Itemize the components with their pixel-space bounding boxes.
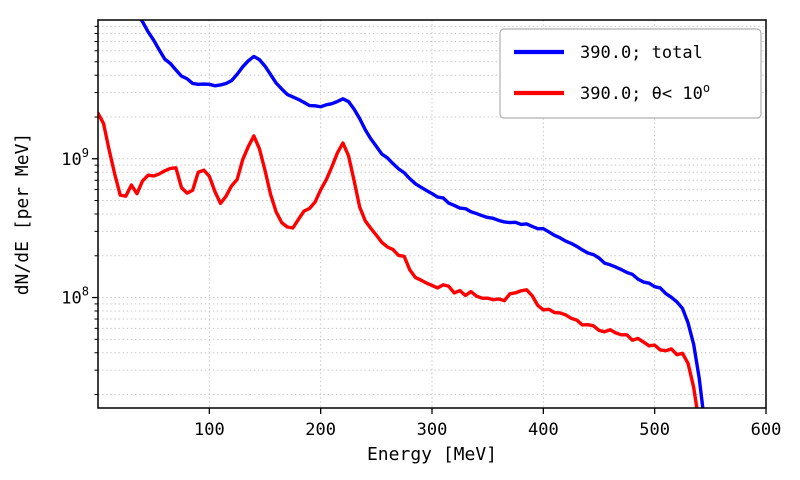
legend: 390.0; total 390.0; θ< 10o: [499, 28, 762, 119]
y-tick-label: 108: [61, 285, 89, 309]
series-line-total: [139, 20, 705, 408]
x-tick-label: 200: [305, 420, 336, 440]
legend-label-total: 390.0; total: [580, 43, 703, 63]
axis-tick-labels: 100 200 300 400 500 600 108 109: [61, 146, 781, 440]
x-tick-label: 100: [194, 420, 225, 440]
y-tick-label: 109: [61, 146, 89, 170]
legend-label-theta-lt-10: 390.0; θ< 10o: [580, 81, 710, 104]
x-tick-label: 300: [417, 420, 448, 440]
x-tick-label: 400: [528, 420, 559, 440]
series-lines: [98, 20, 705, 408]
axis-ticks: [92, 25, 767, 414]
y-axis-label: dN/dE [per MeV]: [12, 133, 33, 296]
x-tick-label: 600: [751, 420, 782, 440]
x-axis-label: Energy [MeV]: [367, 444, 497, 465]
legend-box: [499, 28, 762, 119]
x-tick-label: 500: [639, 420, 670, 440]
series-line-theta-lt-10: [98, 111, 699, 408]
